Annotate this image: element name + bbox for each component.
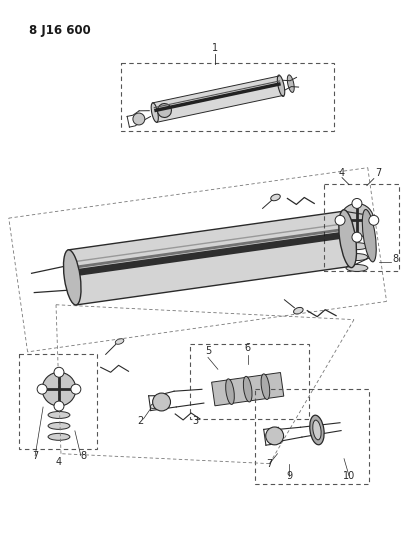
Ellipse shape (48, 423, 70, 430)
Text: 3: 3 (192, 416, 198, 426)
Ellipse shape (312, 420, 320, 440)
Text: 7: 7 (375, 167, 381, 177)
Circle shape (71, 384, 81, 394)
Ellipse shape (293, 308, 303, 314)
Circle shape (351, 198, 361, 208)
Ellipse shape (338, 210, 356, 268)
Ellipse shape (345, 264, 367, 271)
Text: 2: 2 (137, 416, 143, 426)
Ellipse shape (151, 103, 158, 122)
Bar (19, 354, 96, 449)
Ellipse shape (345, 243, 367, 249)
Ellipse shape (243, 376, 252, 402)
Bar (323, 183, 398, 271)
Text: 4: 4 (56, 457, 62, 466)
Text: 9: 9 (286, 471, 292, 481)
Circle shape (54, 401, 64, 411)
Ellipse shape (225, 379, 234, 405)
Ellipse shape (150, 403, 158, 409)
Text: 6: 6 (244, 343, 250, 353)
Ellipse shape (345, 254, 367, 261)
Text: 10: 10 (342, 471, 354, 481)
Text: 8: 8 (81, 451, 87, 461)
Text: 7: 7 (32, 451, 38, 461)
Ellipse shape (42, 372, 76, 406)
Bar (190, 344, 309, 419)
Bar (254, 389, 368, 483)
Ellipse shape (132, 113, 145, 125)
Circle shape (54, 367, 64, 377)
Text: 8: 8 (392, 254, 398, 264)
Text: 7: 7 (266, 458, 272, 469)
Circle shape (37, 384, 47, 394)
Ellipse shape (309, 415, 323, 445)
Ellipse shape (48, 411, 70, 418)
Ellipse shape (339, 204, 373, 237)
Circle shape (368, 215, 378, 225)
Ellipse shape (260, 374, 269, 399)
Text: 8 J16 600: 8 J16 600 (29, 23, 91, 37)
Ellipse shape (157, 103, 171, 117)
Circle shape (334, 215, 344, 225)
Text: 5: 5 (205, 346, 211, 357)
Ellipse shape (361, 209, 375, 262)
Polygon shape (211, 373, 283, 406)
Text: 1: 1 (211, 44, 217, 53)
Ellipse shape (270, 194, 279, 201)
Circle shape (351, 232, 361, 242)
Ellipse shape (48, 433, 70, 440)
Polygon shape (152, 76, 282, 122)
Ellipse shape (63, 250, 81, 305)
Ellipse shape (152, 393, 170, 411)
Text: 4: 4 (338, 167, 344, 177)
Ellipse shape (287, 75, 294, 92)
Polygon shape (68, 211, 351, 305)
Ellipse shape (265, 427, 283, 445)
Bar (120, 63, 333, 131)
Ellipse shape (277, 75, 284, 96)
Ellipse shape (115, 338, 124, 344)
